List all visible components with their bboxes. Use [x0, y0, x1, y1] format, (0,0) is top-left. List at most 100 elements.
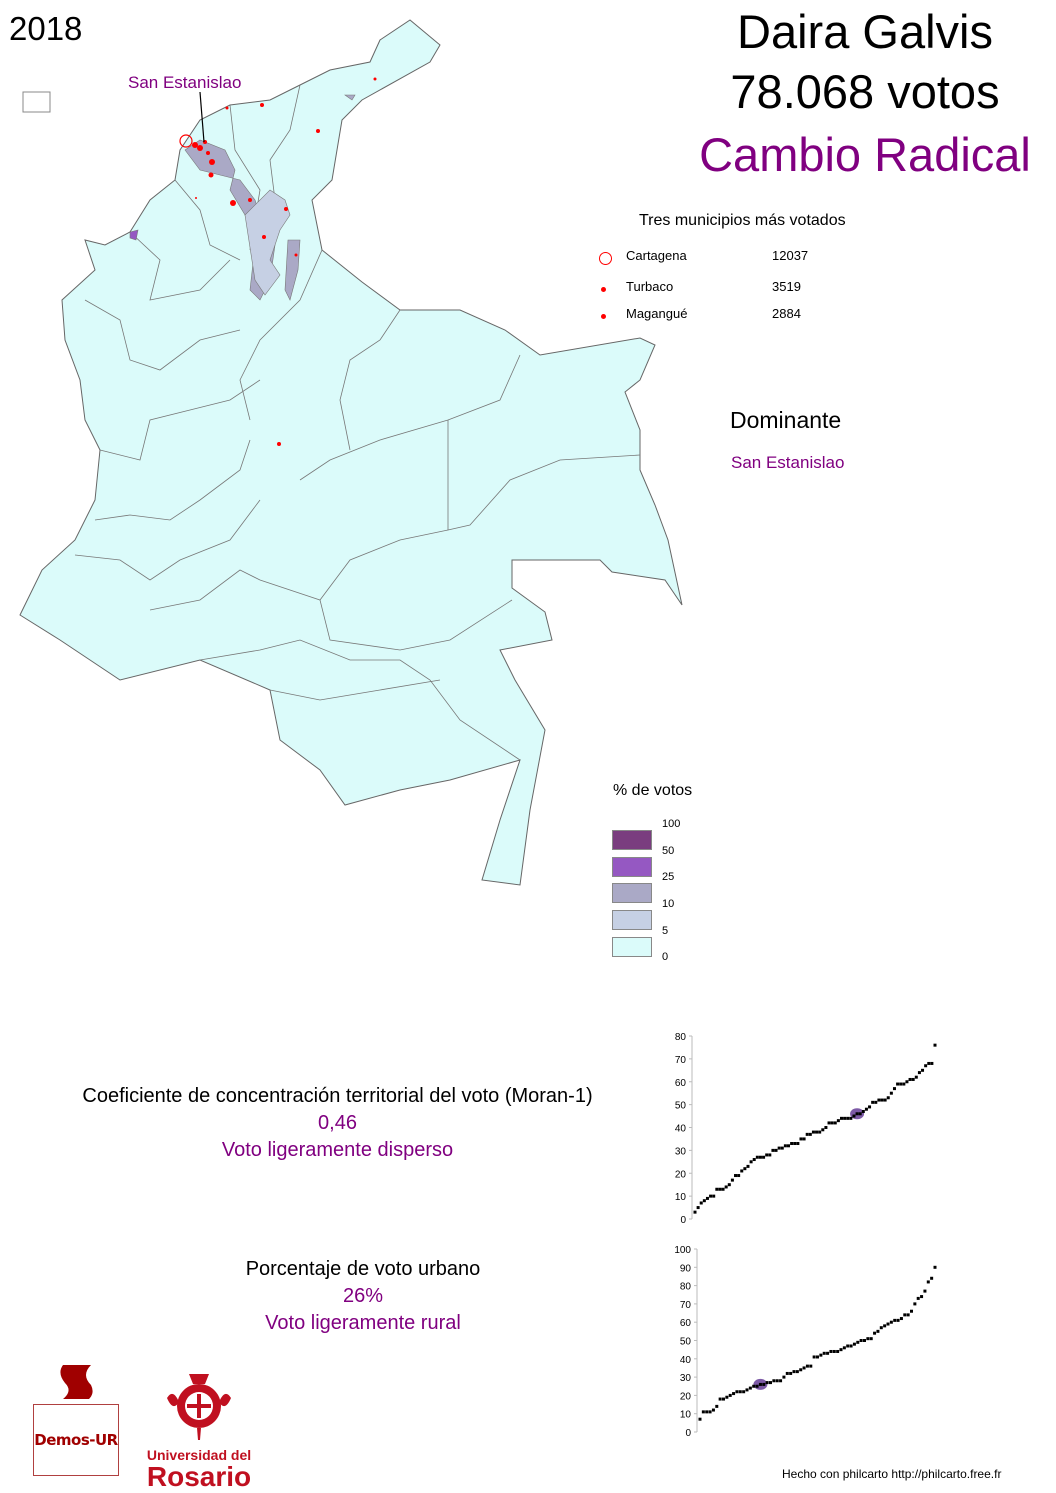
y-tick-label: 40 [675, 1124, 687, 1135]
data-point [836, 1349, 840, 1353]
data-point [864, 1107, 868, 1111]
y-tick-label: 20 [675, 1169, 687, 1180]
data-point [916, 1296, 920, 1300]
data-point [892, 1087, 896, 1091]
data-point [896, 1318, 900, 1322]
data-point [732, 1392, 736, 1396]
y-tick-label: 0 [680, 1215, 686, 1226]
data-point [883, 1324, 887, 1328]
data-point [708, 1410, 712, 1414]
y-tick-label: 30 [675, 1146, 687, 1157]
urban-description: Voto ligeramente rural [265, 1312, 461, 1334]
demos-ur-text: Demos-UR [33, 1404, 119, 1476]
municipality-vote-dots [192, 77, 377, 446]
data-point [868, 1105, 872, 1109]
title-block: Daira Galvis 78.068 votos Cambio Radical [690, 4, 1040, 186]
y-tick-label: 50 [680, 1337, 692, 1348]
data-point [780, 1146, 784, 1150]
y-tick-label: 80 [680, 1282, 692, 1293]
data-point [793, 1142, 797, 1146]
data-point [702, 1199, 706, 1203]
data-point [899, 1317, 903, 1321]
data-point [789, 1371, 793, 1375]
data-point [738, 1390, 742, 1394]
dominant-title: Dominante [730, 407, 842, 433]
data-point [886, 1322, 890, 1326]
municipality-votes: 3519 [772, 279, 801, 294]
data-point [899, 1082, 903, 1086]
data-point [796, 1142, 800, 1146]
data-point [879, 1326, 883, 1330]
y-tick-label: 100 [674, 1245, 691, 1256]
legend-label: 10 [662, 898, 675, 910]
legend-title: % de votos [613, 782, 693, 799]
data-point [896, 1082, 900, 1086]
circle-marker-icon [599, 252, 612, 265]
y-tick-label: 60 [680, 1318, 692, 1329]
municipality-votes: 12037 [772, 248, 809, 263]
legend-label: 0 [662, 951, 669, 963]
data-point [871, 1100, 875, 1104]
legend-swatch-0-5 [612, 937, 652, 957]
data-point [811, 1130, 815, 1134]
data-point [914, 1075, 918, 1079]
urban-title: Porcentaje de voto urbano [245, 1258, 481, 1280]
colombia-map [19, 19, 683, 886]
data-point [921, 1068, 925, 1072]
data-point [765, 1153, 769, 1157]
legend-label: 5 [662, 925, 669, 937]
data-point [923, 1289, 927, 1293]
data-point [721, 1187, 725, 1191]
country-outline [19, 19, 683, 886]
data-point [826, 1351, 830, 1355]
data-point [830, 1121, 834, 1125]
data-point [902, 1082, 906, 1086]
data-point [805, 1364, 809, 1368]
data-point [855, 1112, 859, 1116]
data-point [861, 1109, 865, 1113]
y-tick-label: 0 [685, 1428, 691, 1439]
municipality-name: Magangué [626, 306, 688, 321]
moran-title: Coeficiente de concentración territorial… [82, 1085, 593, 1107]
data-point [873, 1331, 877, 1335]
data-point [846, 1116, 850, 1120]
data-point [911, 1077, 915, 1081]
y-tick-label: 50 [675, 1101, 687, 1112]
data-point [839, 1348, 843, 1352]
legend-swatch-50-100 [612, 830, 652, 850]
data-point [933, 1265, 937, 1269]
urban-value: 26% [342, 1285, 384, 1307]
y-tick-label: 80 [675, 1032, 687, 1043]
data-point [701, 1410, 705, 1414]
urban-ranking-chart: 0 10 20 30 40 50 60 70 80 90 100 [674, 1245, 937, 1439]
data-point [749, 1160, 753, 1164]
data-point [709, 1194, 713, 1198]
data-point [769, 1381, 772, 1385]
data-point [812, 1355, 816, 1359]
data-point [758, 1155, 762, 1159]
data-point [927, 1061, 931, 1065]
data-point [842, 1346, 846, 1350]
data-point [908, 1077, 912, 1081]
data-point [715, 1404, 719, 1408]
data-point [743, 1167, 747, 1171]
data-point [724, 1185, 728, 1189]
data-point [821, 1128, 825, 1132]
data-point [727, 1183, 731, 1187]
data-point [809, 1364, 813, 1368]
data-point [824, 1126, 828, 1129]
data-point [930, 1276, 934, 1280]
data-point [698, 1417, 702, 1421]
municipality-votes: 2884 [772, 306, 801, 321]
data-point [696, 1206, 700, 1210]
footer-credit: Hecho con philcarto http://philcarto.fre… [782, 1467, 1002, 1481]
data-point [722, 1397, 725, 1401]
data-point [765, 1381, 769, 1385]
data-point [866, 1337, 870, 1341]
municipality-name: Turbaco [626, 279, 674, 294]
y-tick-label: 70 [680, 1300, 692, 1311]
year-label: 2018 [9, 10, 83, 47]
data-point [903, 1313, 907, 1317]
data-point [755, 1155, 759, 1159]
rosario-crest-icon [167, 1374, 231, 1440]
